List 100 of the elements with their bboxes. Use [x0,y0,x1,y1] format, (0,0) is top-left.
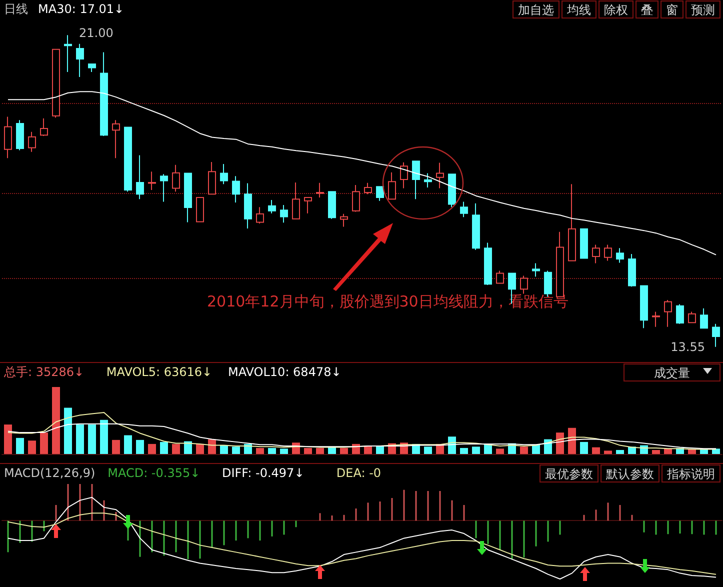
bar [16,438,24,454]
bar [220,445,228,454]
candlestick [40,118,48,136]
bar [232,446,240,454]
candlestick [196,197,204,222]
text: MAVOL5: 63616↓ [106,365,212,379]
candlestick [244,182,252,229]
bar [4,424,12,454]
bar [496,448,504,454]
bar [64,408,72,454]
candlestick [400,162,408,189]
candlestick [76,43,84,78]
candlestick [64,34,72,72]
candlestick [484,242,492,286]
text: 最优参数 [545,467,593,481]
candlestick [412,160,420,200]
text: MAVOL10: 68478↓ [228,365,342,379]
candlestick [112,120,120,159]
bar [376,446,384,454]
candlestick [328,191,336,220]
candlestick [448,174,456,208]
candlestick [532,262,540,278]
candlestick [16,120,24,151]
bar [268,448,276,454]
candlestick [628,254,636,288]
candlestick [124,126,132,192]
bar [460,448,468,454]
text: 加自选 [518,3,554,17]
candlestick [568,184,576,262]
candlestick [472,202,480,250]
candlestick [580,228,588,259]
candlestick [436,162,444,189]
bar [364,446,372,454]
bar [52,387,60,454]
bar [520,446,528,454]
candlestick [160,174,168,202]
bar [256,448,264,454]
candlestick [256,206,264,224]
candlestick [388,172,396,200]
bar [280,448,288,454]
text: MA30: 17.01↓ [38,2,124,16]
candlestick [640,285,648,329]
bar [124,435,132,454]
bar [664,448,672,454]
bar [616,450,624,454]
candlestick [712,323,720,348]
annotation: 21.00 [79,26,114,40]
candlestick [136,154,144,200]
bar [568,428,576,454]
candlestick [364,182,372,195]
text: 成交量 [654,366,690,380]
bar [592,447,600,454]
bar [160,442,168,454]
bar [316,448,324,454]
annotation: 13.55 [670,340,705,354]
candlestick [688,311,696,324]
candlestick [592,244,600,264]
text: 叠 [641,3,653,17]
candlestick [520,275,528,294]
bar [76,424,84,454]
candlestick [316,182,324,198]
candlestick [496,270,504,284]
candlestick [88,64,96,72]
text: 除权 [604,3,628,17]
bar [424,446,432,454]
text: DIFF: -0.497↓ [222,466,304,480]
candlestick [664,300,672,328]
series-label: 总手: 35286↓ [3,365,84,379]
bar [172,444,180,454]
bar [604,450,612,454]
candlestick [280,204,288,224]
bar [148,444,156,454]
candlestick [28,131,36,152]
candlestick [172,164,180,192]
candlestick [676,304,684,324]
candlestick [52,48,60,118]
candlestick [460,201,468,218]
chart-title: 日线 [4,2,28,16]
candlestick [340,213,348,228]
bar [100,420,108,454]
candlestick [652,311,660,328]
text: 指标说明 [666,467,715,481]
candlestick [616,248,624,264]
bar [340,448,348,454]
bar [136,440,144,454]
text: 均线 [566,3,591,17]
candlestick [100,52,108,136]
bar [28,440,36,454]
bar [472,446,480,454]
text: 预测 [691,3,715,17]
bar [304,448,312,454]
candlestick [292,182,300,220]
candlestick [148,171,156,190]
bar [556,432,564,454]
bar [652,450,660,454]
bar [184,441,192,454]
chart-title: MACD(12,26,9) [4,466,96,480]
candlestick [352,184,360,212]
text: 默认参数 [605,467,654,481]
bar [112,440,120,454]
